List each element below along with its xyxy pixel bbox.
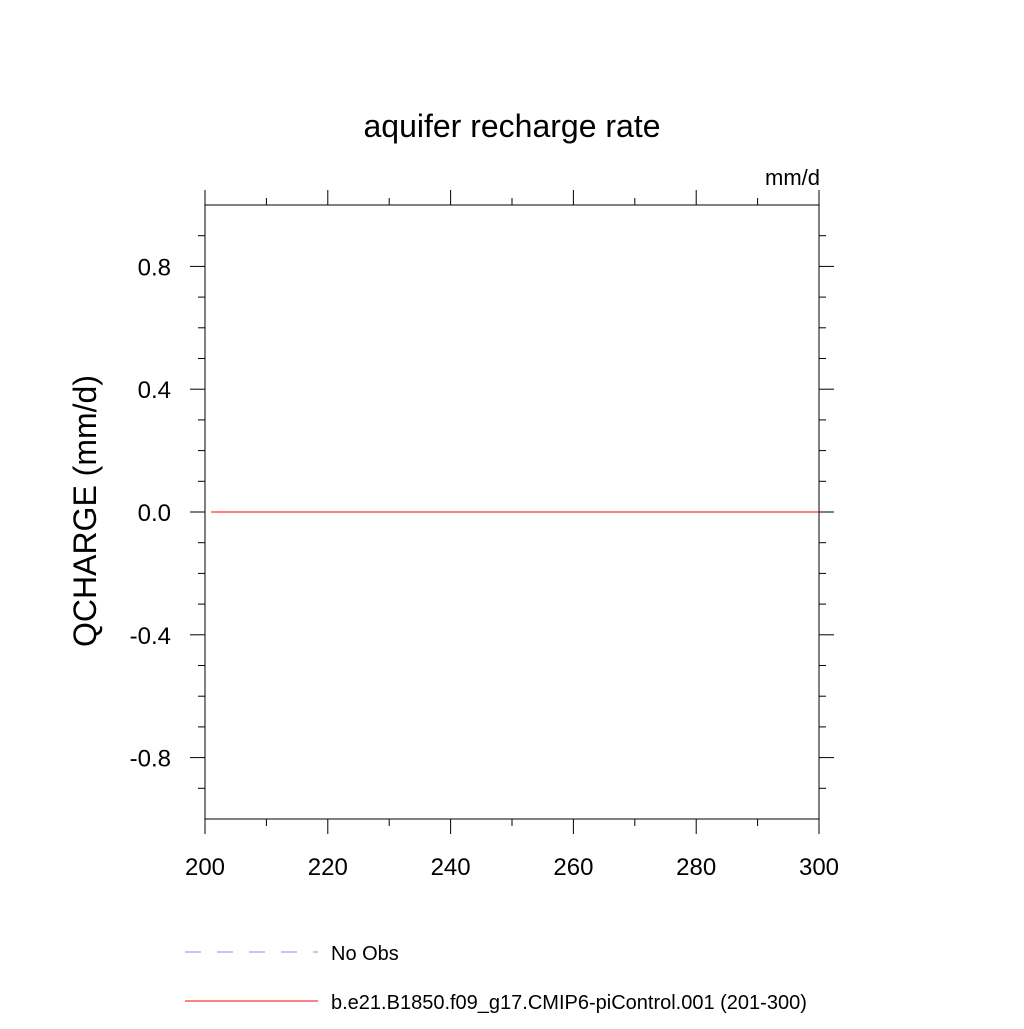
x-tick-label: 300	[799, 854, 839, 881]
x-tick-label: 220	[308, 854, 348, 881]
x-tick-label: 240	[431, 854, 471, 881]
y-tick-label: 0.4	[138, 377, 171, 404]
legend-label: No Obs	[331, 943, 399, 965]
legend-label: b.e21.B1850.f09_g17.CMIP6-piControl.001 …	[331, 992, 807, 1014]
units-label: mm/d	[765, 165, 820, 190]
x-tick-label: 280	[676, 854, 716, 881]
legend: No Obs b.e21.B1850.f09_g17.CMIP6-piContro…	[185, 943, 807, 1014]
y-tick-label: -0.4	[130, 623, 171, 650]
chart-title: aquifer recharge rate	[363, 108, 660, 144]
y-tick-label: 0.0	[138, 500, 171, 527]
ticks-layer: 200 220 240 260 280 300 -0.8 -0.4 0.0 0.4 0.8	[130, 190, 839, 881]
x-tick-label: 200	[185, 854, 225, 881]
x-tick-label: 260	[553, 854, 593, 881]
y-tick-label: 0.8	[138, 254, 171, 281]
y-axis-title: QCHARGE (mm/d)	[67, 375, 103, 647]
y-tick-label: -0.8	[130, 746, 171, 773]
